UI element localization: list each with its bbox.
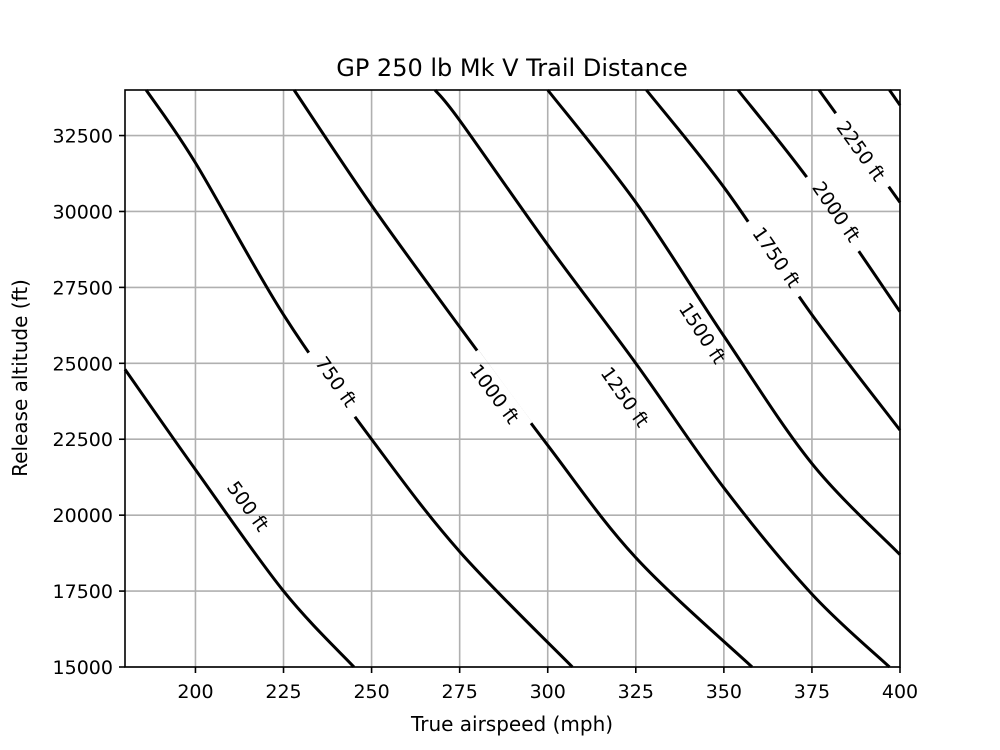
contour-line [817, 89, 902, 204]
x-tick-label: 400 [882, 681, 918, 703]
plot-frame [124, 89, 901, 668]
x-axis-label: True airspeed (mph) [410, 712, 613, 736]
contour-line [546, 89, 902, 556]
contour-line [645, 89, 902, 432]
contour-line [433, 89, 891, 669]
y-tick-label: 20000 [53, 505, 113, 527]
y-axis-ticks: 15000 17500 20000 22500 25000 27500 30000 32500 [53, 126, 125, 679]
grid-lines [125, 90, 901, 668]
y-tick-label: 15000 [53, 657, 113, 679]
x-tick-label: 325 [618, 681, 654, 703]
x-axis-ticks: 200 225 250 275 300 325 350 375 400 [177, 667, 918, 703]
x-tick-label: 275 [442, 681, 478, 703]
y-tick-label: 32500 [53, 126, 113, 148]
y-tick-label: 30000 [53, 201, 113, 223]
contour-line [736, 89, 902, 313]
contour-line [144, 89, 574, 669]
x-tick-label: 350 [706, 681, 742, 703]
y-tick-label: 25000 [53, 353, 113, 375]
contour-line [123, 368, 356, 669]
y-tick-label: 17500 [53, 581, 113, 603]
y-tick-label: 22500 [53, 429, 113, 451]
x-tick-label: 375 [794, 681, 830, 703]
y-tick-label: 27500 [53, 277, 113, 299]
chart-title: GP 250 lb Mk V Trail Distance [336, 54, 688, 82]
contour-lines [123, 89, 902, 669]
contour-label: 2250 ft [832, 117, 890, 185]
contour-line [292, 89, 754, 669]
y-axis-label: Release altitude (ft) [8, 279, 32, 477]
x-tick-label: 200 [177, 681, 213, 703]
contour-label: 1750 ft [747, 223, 804, 292]
x-tick-label: 300 [530, 681, 566, 703]
contour-label: 1000 ft [465, 360, 523, 428]
x-tick-label: 250 [353, 681, 389, 703]
contour-label: 750 ft [310, 353, 360, 412]
contour-label: 500 ft [222, 477, 273, 535]
x-tick-label: 225 [265, 681, 301, 703]
contour-line [888, 89, 902, 107]
